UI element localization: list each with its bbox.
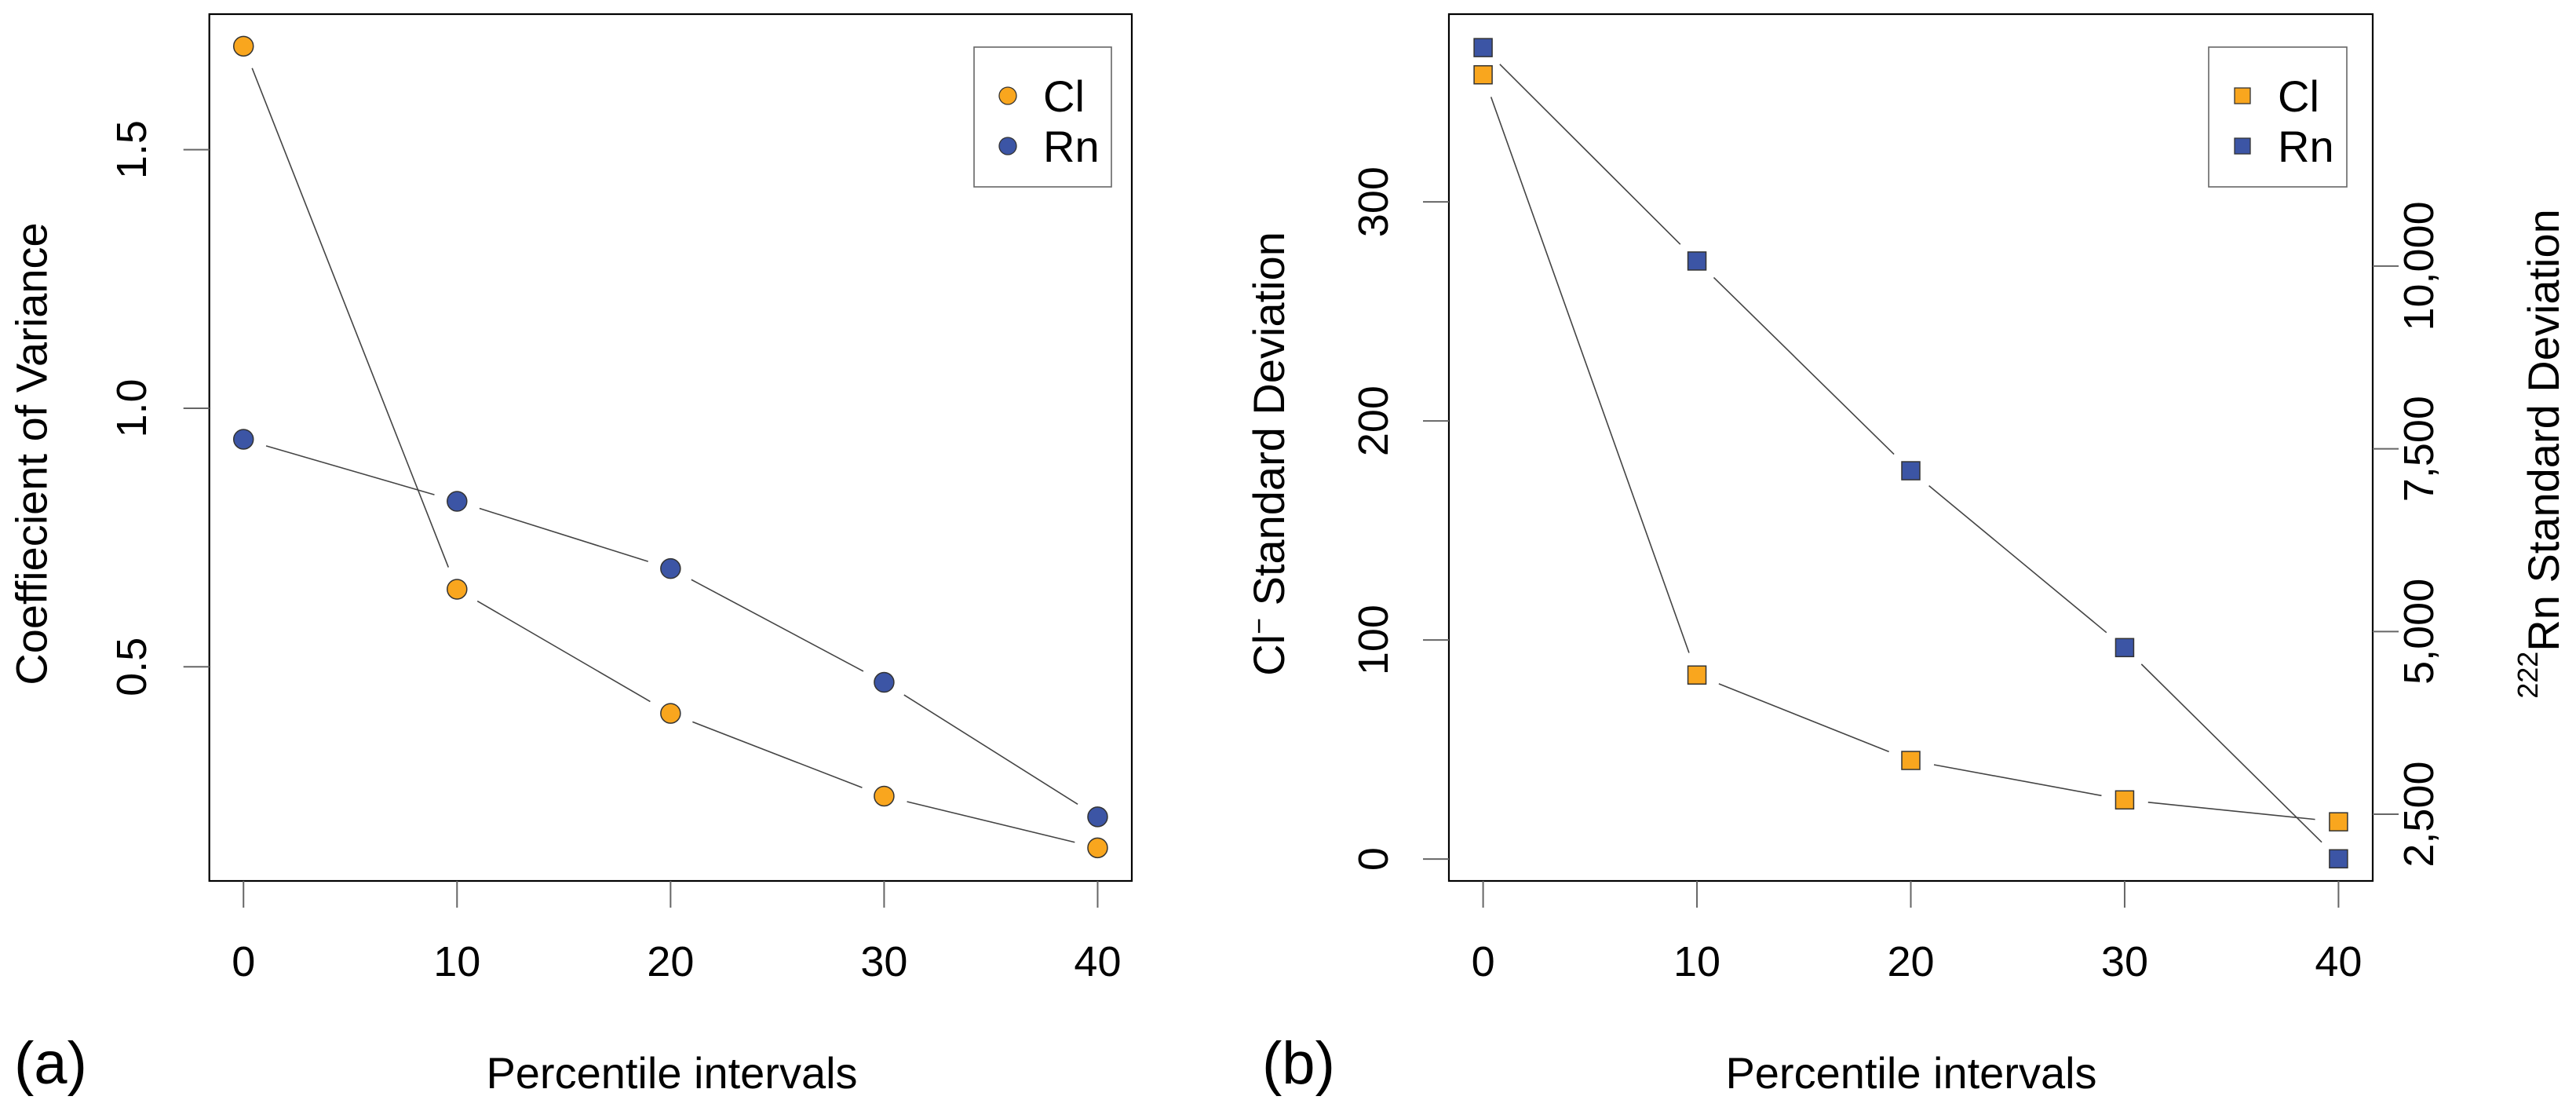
y2-tick-label: 5,000 <box>2395 579 2443 685</box>
y2-axis-label: 222Rn Standard Deviation <box>2512 209 2568 699</box>
legend-label: Cl <box>1043 71 1085 121</box>
legend-label: Cl <box>2278 71 2319 121</box>
series-rn <box>232 429 1108 828</box>
data-point <box>2329 849 2348 869</box>
series-segment <box>251 68 450 568</box>
y-tick-label: 0.5 <box>108 638 155 696</box>
x-tick-label: 20 <box>1887 938 1934 985</box>
data-point <box>1687 251 1707 271</box>
series-segment <box>2147 802 2315 820</box>
y2-label-superscript: 222 <box>2512 652 2544 699</box>
data-point <box>2114 638 2135 658</box>
data-point <box>1087 837 1108 859</box>
data-point <box>1901 751 1921 770</box>
x-tick-label: 40 <box>1074 938 1121 985</box>
legend-marker <box>998 86 1017 105</box>
series-segment <box>479 507 648 562</box>
y-tick-label: 200 <box>1350 386 1397 456</box>
series-segment <box>1928 485 2107 634</box>
series-cl <box>1473 65 2348 831</box>
legend-box <box>2208 46 2348 188</box>
y-tick-label: 0 <box>1350 847 1397 871</box>
data-point <box>1901 461 1921 481</box>
data-point <box>660 557 681 579</box>
series-segment <box>2140 663 2322 843</box>
data-point <box>1687 665 1707 685</box>
data-point <box>2329 812 2348 831</box>
data-point <box>232 429 254 450</box>
x-tick-label: 0 <box>232 938 255 985</box>
legend-box <box>973 46 1112 188</box>
series-segment <box>1490 97 1690 653</box>
legend-label: Rn <box>2278 122 2334 171</box>
x-tick-label: 30 <box>2101 938 2148 985</box>
series-segment <box>691 579 864 672</box>
data-point <box>1473 38 1493 57</box>
y2-label-text: Rn Standard Deviation <box>2519 209 2568 651</box>
y2-tick-label: 2,500 <box>2395 761 2443 867</box>
data-point <box>1087 806 1108 828</box>
legend-marker <box>2234 137 2251 155</box>
y2-tick-label: 10,000 <box>2395 201 2443 331</box>
series-segment <box>265 445 435 495</box>
series-segment <box>1713 276 1895 455</box>
legend-marker <box>998 137 1017 155</box>
x-tick-label: 0 <box>1472 938 1495 985</box>
x-tick-label: 40 <box>2315 938 2362 985</box>
data-point <box>660 703 681 724</box>
data-point <box>447 579 468 600</box>
data-point <box>232 35 254 57</box>
y-tick-label: 300 <box>1350 166 1397 237</box>
series-cl <box>232 35 1108 859</box>
x-tick-label: 10 <box>433 938 480 985</box>
y-tick-label: 1.5 <box>108 120 155 179</box>
series-segment <box>1718 683 1889 753</box>
series-segment <box>903 694 1078 806</box>
y-label-superscript: − <box>1242 618 1275 634</box>
legend-label: Rn <box>1043 122 1100 171</box>
series-segment <box>476 600 651 703</box>
data-point <box>2114 790 2135 810</box>
panel-b: 0 10 20 30 40 0 100 200 300 2,500 5,000 7,500 10,000… <box>1242 13 2568 1098</box>
series-segment <box>692 721 863 788</box>
x-tick-label: 30 <box>860 938 907 985</box>
y-axis-label: Cl− Standard Deviation <box>1242 232 1293 676</box>
y-axis-label: Coeffiecient of Variance <box>7 222 57 685</box>
data-point <box>447 491 468 512</box>
x-tick-label: 10 <box>1673 938 1720 985</box>
y-tick-label: 100 <box>1350 605 1397 675</box>
data-point <box>874 785 895 807</box>
x-tick-label: 20 <box>647 938 694 985</box>
data-point <box>874 671 895 693</box>
y-label-cl: Cl <box>1244 634 1293 676</box>
y2-tick-label: 7,500 <box>2395 396 2443 502</box>
legend-marker <box>2234 87 2251 104</box>
series-segment <box>907 801 1075 843</box>
panel-label: (a) <box>14 1030 87 1097</box>
x-axis-label: Percentile intervals <box>1725 1048 2096 1098</box>
y-label-rest: Standard Deviation <box>1244 232 1293 618</box>
series-rn <box>1473 38 2348 869</box>
panel-label: (b) <box>1262 1030 1335 1097</box>
data-point <box>1473 65 1493 85</box>
y-tick-label: 1.0 <box>108 378 155 437</box>
x-axis-label: Percentile intervals <box>486 1048 857 1098</box>
panel-a: 0 10 20 30 40 0.5 1.0 1.5 Coeffiecient of Varian… <box>7 13 1133 1098</box>
series-segment <box>1933 764 2102 797</box>
series-segment <box>1499 64 1681 245</box>
